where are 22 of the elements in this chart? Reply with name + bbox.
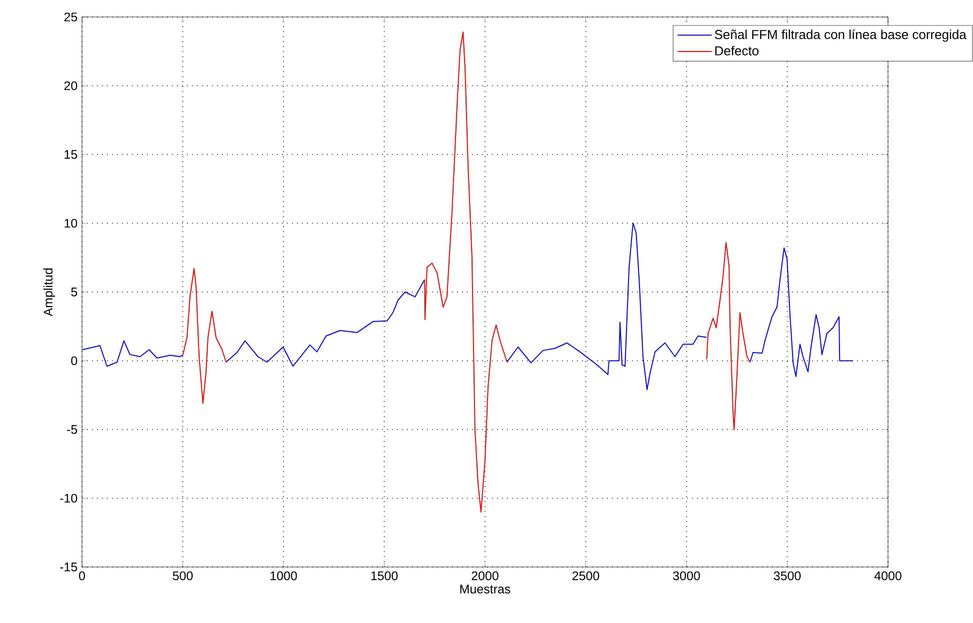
legend-label: Señal FFM filtrada con línea base corregida bbox=[714, 29, 966, 42]
x-tick-label: 2000 bbox=[472, 571, 498, 580]
y-tick-label: 25 bbox=[64, 12, 78, 22]
y-tick-label: 0 bbox=[71, 356, 78, 366]
y-tick-label: -10 bbox=[60, 494, 78, 503]
y-tick-label: 15 bbox=[64, 150, 78, 159]
x-tick-label: 3000 bbox=[673, 571, 700, 580]
x-axis-title: Muestras bbox=[460, 584, 510, 594]
y-tick-label: -5 bbox=[67, 425, 78, 434]
x-tick-label: 1000 bbox=[270, 571, 297, 580]
x-tick-label: 1500 bbox=[371, 571, 398, 580]
x-tick-label: 3500 bbox=[774, 571, 801, 580]
x-tick-label: 4000 bbox=[874, 571, 902, 580]
y-tick-label: 10 bbox=[64, 218, 78, 228]
x-tick-label: 500 bbox=[172, 571, 193, 580]
x-tick-label: 2500 bbox=[572, 571, 600, 580]
legend-label: Defecto bbox=[715, 46, 759, 56]
y-tick-label: 5 bbox=[71, 288, 78, 296]
y-tick-label: -15 bbox=[60, 562, 78, 572]
y-tick-label: 20 bbox=[64, 81, 78, 90]
x-tick-label: 0 bbox=[79, 571, 85, 580]
y-axis-title: Amplitud bbox=[43, 268, 56, 316]
